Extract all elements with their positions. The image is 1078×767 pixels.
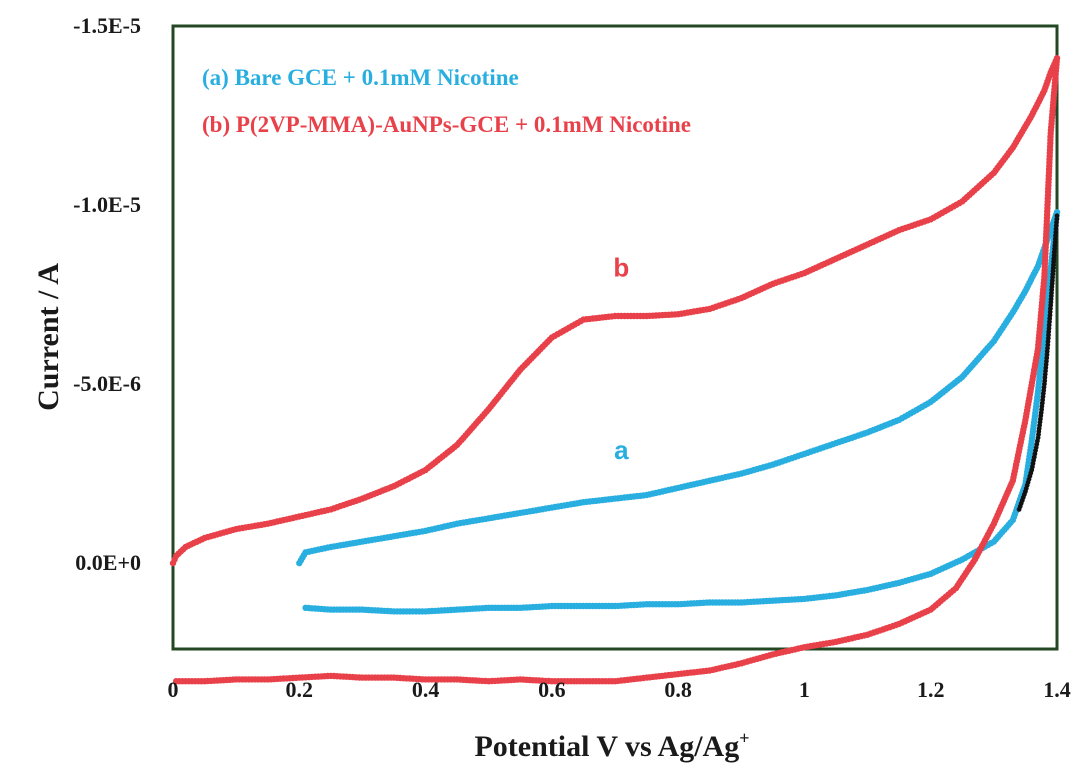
series-b-group	[169, 55, 1061, 685]
data-point	[302, 604, 309, 611]
x-axis-title-superscript: +	[739, 728, 749, 748]
series-overlap-group	[1016, 213, 1060, 512]
x-tick-label: 0.4	[412, 677, 440, 702]
y-tick-label: -1.5E-5	[73, 13, 141, 38]
x-tick-label: 1.4	[1043, 677, 1071, 702]
x-tick-label: 0.2	[286, 677, 314, 702]
x-axis-title-main: Potential V vs Ag/Ag	[474, 730, 739, 763]
x-tick-label: 0.8	[664, 677, 692, 702]
series-layer	[169, 55, 1061, 685]
plot-area	[171, 24, 1059, 651]
data-point	[1016, 507, 1022, 512]
legend-entry-b: (b) P(2VP-MMA)-AuNPs-GCE + 0.1mM Nicotin…	[202, 112, 691, 137]
legend-entry-a: (a) Bare GCE + 0.1mM Nicotine	[202, 65, 519, 90]
y-axis-title: Current / A	[32, 263, 65, 411]
x-tick-label: 1	[799, 677, 810, 702]
x-tick-label: 0.6	[538, 677, 566, 702]
series-label-b: b	[613, 253, 629, 283]
y-tick-label: -1.0E-5	[73, 192, 141, 217]
x-tick-label: 1.2	[917, 677, 945, 702]
x-tick-label: 0	[168, 677, 179, 702]
tick-layer: 0 0.2 0.4 0.6 0.8 1 1.2 1.4 -1.5E-5 -1.0E-5 -5.0E-…	[73, 13, 1071, 702]
y-tick-label: -5.0E-6	[73, 371, 141, 396]
x-axis-title: Potential V vs Ag/Ag+	[474, 728, 749, 763]
series-label-a: a	[614, 435, 629, 465]
data-point	[173, 678, 180, 685]
y-tick-label: 0.0E+0	[75, 550, 141, 575]
